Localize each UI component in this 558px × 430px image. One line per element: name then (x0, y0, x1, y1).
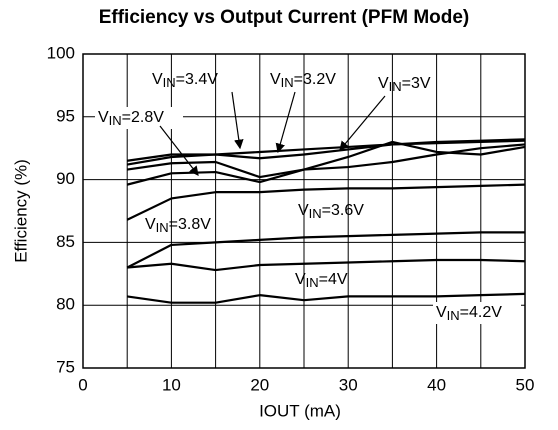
label-sub: IN (109, 113, 122, 128)
label-sub: IN (447, 308, 460, 323)
series-label: VIN=4V (295, 271, 348, 290)
y-tick-label: 80 (56, 295, 75, 314)
label-part: V (152, 71, 163, 88)
label-sub: IN (281, 75, 294, 90)
label-part: V (298, 202, 309, 219)
label-sub: IN (389, 79, 402, 94)
y-tick-label: 100 (47, 43, 75, 62)
label-bg (95, 107, 183, 129)
series-line (126, 183, 526, 221)
series-line (127, 139, 526, 166)
series-line (127, 138, 526, 162)
series-label: VIN=3.4V (152, 71, 218, 90)
y-tick-label: 90 (56, 169, 75, 188)
label-sub: IN (306, 275, 319, 290)
label-part: =4V (319, 271, 348, 288)
label-part: V (98, 109, 109, 126)
series-label: VIN=2.8V (98, 109, 164, 128)
label-part: =4.2V (460, 304, 503, 321)
chart-title: Efficiency vs Output Current (PFM Mode) (99, 7, 470, 28)
series-line (126, 231, 525, 269)
x-tick-label: 30 (339, 375, 358, 394)
annotation-arrow (275, 91, 296, 154)
label-sub: IN (309, 206, 322, 221)
label-part: =3V (402, 75, 431, 92)
x-tick-label: 10 (162, 375, 181, 394)
label-part: =3.2V (294, 71, 337, 88)
x-tick-label: 0 (78, 375, 87, 394)
plot-frame (82, 53, 526, 369)
label-part: =3.6V (322, 202, 365, 219)
y-tick-label: 75 (56, 357, 75, 376)
y-axis-label: Efficiency (%) (11, 159, 30, 263)
series-label: VIN=3.2V (270, 71, 336, 90)
label-part: V (378, 75, 389, 92)
label-part: V (145, 216, 156, 233)
label-part: V (436, 304, 447, 321)
label-sub: IN (156, 220, 169, 235)
x-tick-label: 20 (250, 375, 269, 394)
y-tick-label: 95 (56, 106, 75, 125)
annotation-arrow (339, 95, 386, 151)
annotation-arrow (159, 125, 199, 176)
label-sub: IN (163, 75, 176, 90)
series-label: VIN=3.6V (298, 202, 364, 221)
series-line (127, 292, 526, 304)
series-label: VIN=4.2V (436, 304, 502, 323)
series-label: VIN=3V (378, 75, 431, 94)
x-tick-label: 40 (427, 375, 446, 394)
label-part: =2.8V (122, 109, 165, 126)
x-tick-label: 50 (516, 375, 535, 394)
y-tick-label: 85 (56, 232, 75, 251)
series-label: VIN=3.8V (145, 216, 211, 235)
series-line (127, 143, 526, 179)
annotation-arrow (231, 91, 244, 150)
label-part: V (295, 271, 306, 288)
x-axis-label: IOUT (mA) (259, 401, 341, 420)
label-part: V (270, 71, 281, 88)
label-part: =3.4V (176, 71, 219, 88)
label-part: =3.8V (169, 216, 212, 233)
label-bg (433, 302, 521, 324)
series-line (127, 258, 526, 272)
